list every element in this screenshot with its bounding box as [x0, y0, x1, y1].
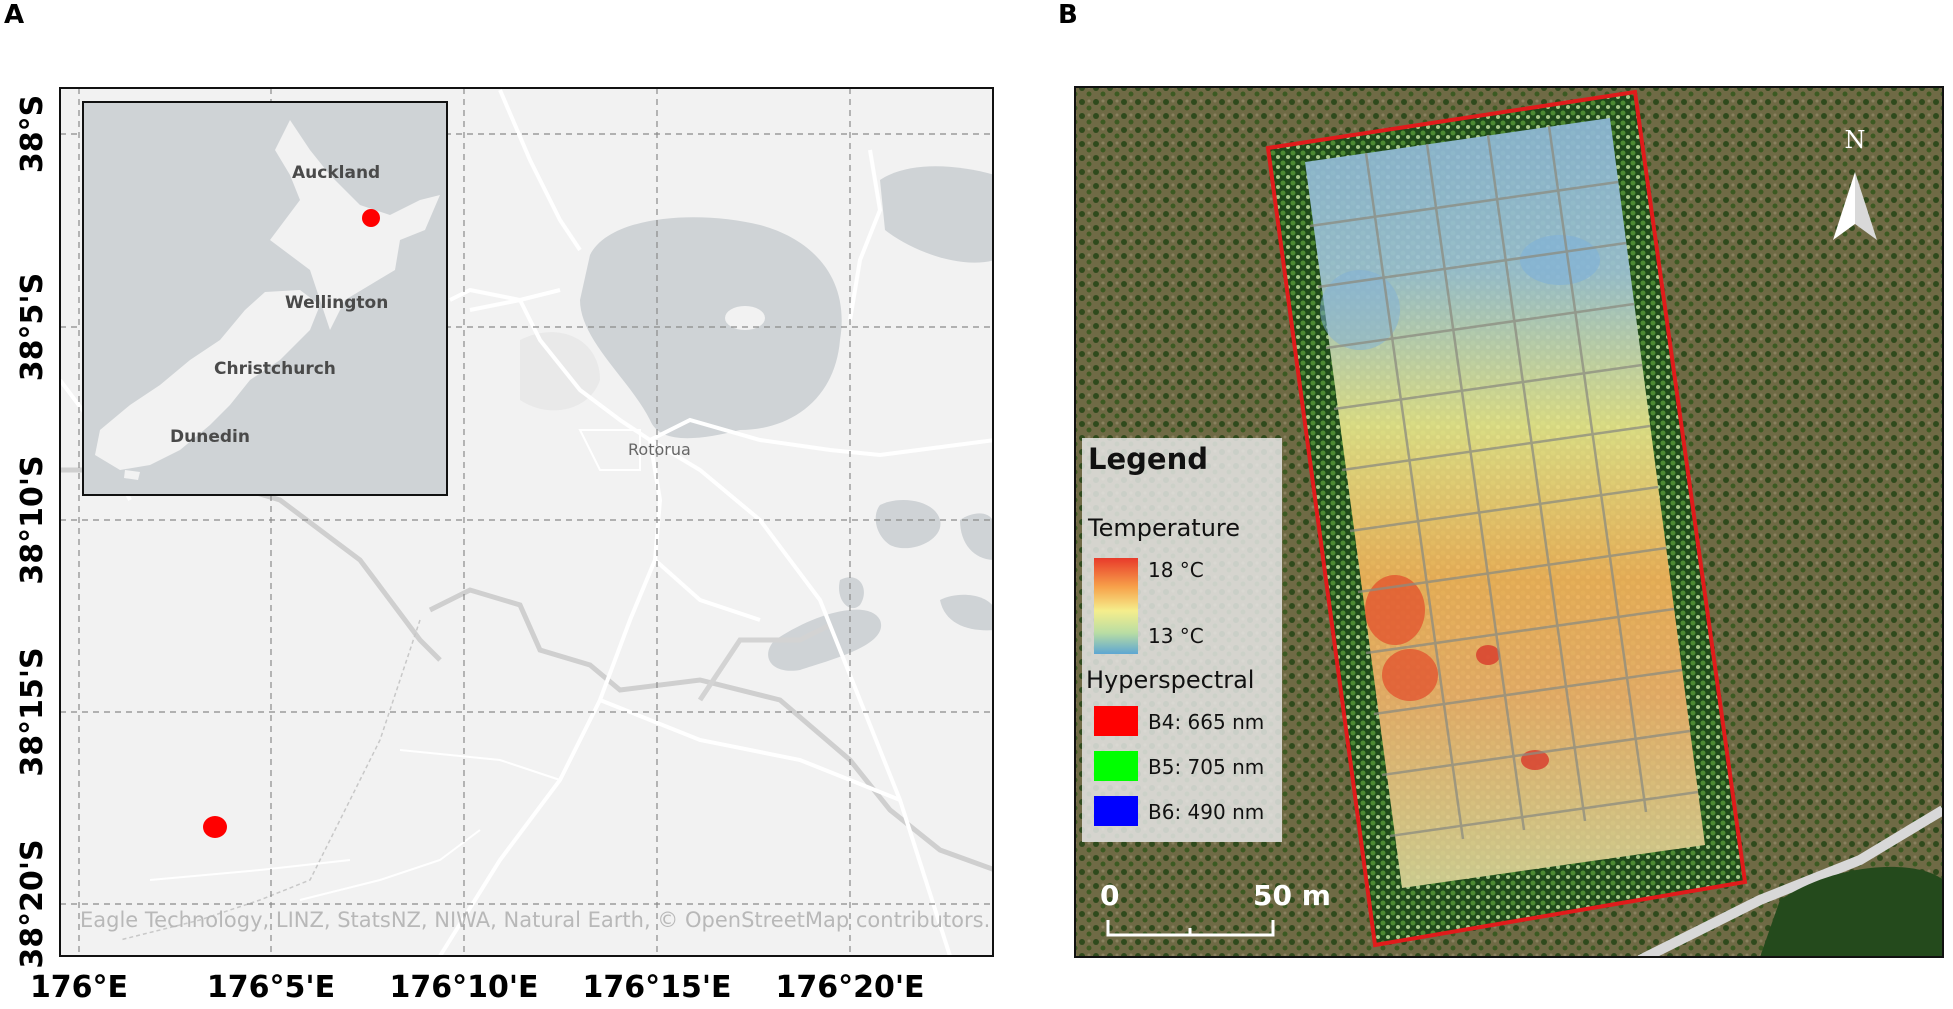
stewart-island: [124, 470, 140, 480]
town-label-rotorua: Rotorua: [628, 440, 691, 459]
lake-island: [725, 306, 765, 330]
location-map[interactable]: Rotorua Eagle Technology, LINZ, StatsNZ,…: [0, 0, 1000, 1009]
lat-label: 38°10'S: [15, 455, 50, 584]
scale-start-label: 0: [1100, 879, 1119, 912]
legend-hyperspectral-title: Hyperspectral: [1086, 666, 1255, 694]
lat-label: 38°15'S: [15, 647, 50, 776]
inset-site-marker: [362, 209, 380, 227]
band-b5-label: B5: 705 nm: [1148, 755, 1265, 779]
legend-temp-low: 13 °C: [1148, 624, 1204, 648]
city-christchurch: Christchurch: [214, 359, 336, 379]
city-auckland: Auckland: [292, 163, 380, 183]
lake: [875, 500, 941, 549]
lake: [839, 577, 864, 609]
legend-title: Legend: [1088, 442, 1208, 476]
scale-bar: 0 50 m: [1100, 879, 1331, 937]
city-wellington: Wellington: [285, 293, 388, 313]
lon-labels: 176°E 176°5'E 176°10'E 176°15'E 176°20'E: [30, 970, 925, 1005]
lake: [768, 609, 882, 671]
band-b6-swatch: [1094, 796, 1138, 826]
road: [1637, 805, 1943, 957]
lon-label: 176°20'E: [775, 970, 924, 1005]
panel-a-label: A: [4, 0, 25, 30]
north-arrow: N: [1833, 126, 1877, 240]
lake: [960, 513, 993, 560]
lon-label: 176°E: [30, 970, 128, 1005]
band-b5-swatch: [1094, 751, 1138, 781]
lon-label: 176°15'E: [582, 970, 731, 1005]
temperature-gradient: [1094, 558, 1138, 654]
panel-b-label: B: [1058, 0, 1078, 30]
south-island: [95, 290, 320, 470]
lon-label: 176°10'E: [389, 970, 538, 1005]
plot-grid: [1309, 125, 1699, 840]
forest-patch: [1760, 866, 1943, 957]
lat-label: 38°20'S: [15, 839, 50, 968]
inset-map: Auckland Wellington Christchurch Dunedin: [82, 101, 448, 496]
band-b4-label: B4: 665 nm: [1148, 710, 1265, 734]
north-island: [270, 120, 440, 330]
study-site-marker[interactable]: [203, 816, 227, 838]
map-attribution: Eagle Technology, LINZ, StatsNZ, NIWA, N…: [80, 908, 990, 932]
planted-forest: [1268, 92, 1745, 945]
lat-labels: 38°S 38°5'S 38°10'S 38°15'S 38°20'S: [15, 95, 50, 969]
map-frame: [59, 87, 994, 957]
temperature-overlay: [1305, 118, 1705, 888]
city-dunedin: Dunedin: [170, 427, 250, 447]
lake-rotoiti: [880, 166, 993, 263]
lon-label: 176°5'E: [207, 970, 335, 1005]
legend-temperature-title: Temperature: [1088, 514, 1241, 542]
scale-end-label: 50 m: [1253, 879, 1331, 912]
lake-rotorua: [580, 217, 842, 439]
district-boundary: [428, 587, 993, 872]
band-b4-swatch: [1094, 706, 1138, 736]
legend-temp-high: 18 °C: [1148, 558, 1204, 582]
lat-label: 38°S: [15, 95, 50, 173]
study-boundary: [1265, 89, 1748, 948]
band-b6-label: B6: 490 nm: [1148, 800, 1265, 824]
lake: [940, 594, 993, 631]
map-legend: Legend Temperature 18 °C 13 °C Hyperspec…: [1082, 438, 1282, 842]
lat-label: 38°5'S: [15, 273, 50, 381]
north-label: N: [1845, 126, 1866, 154]
